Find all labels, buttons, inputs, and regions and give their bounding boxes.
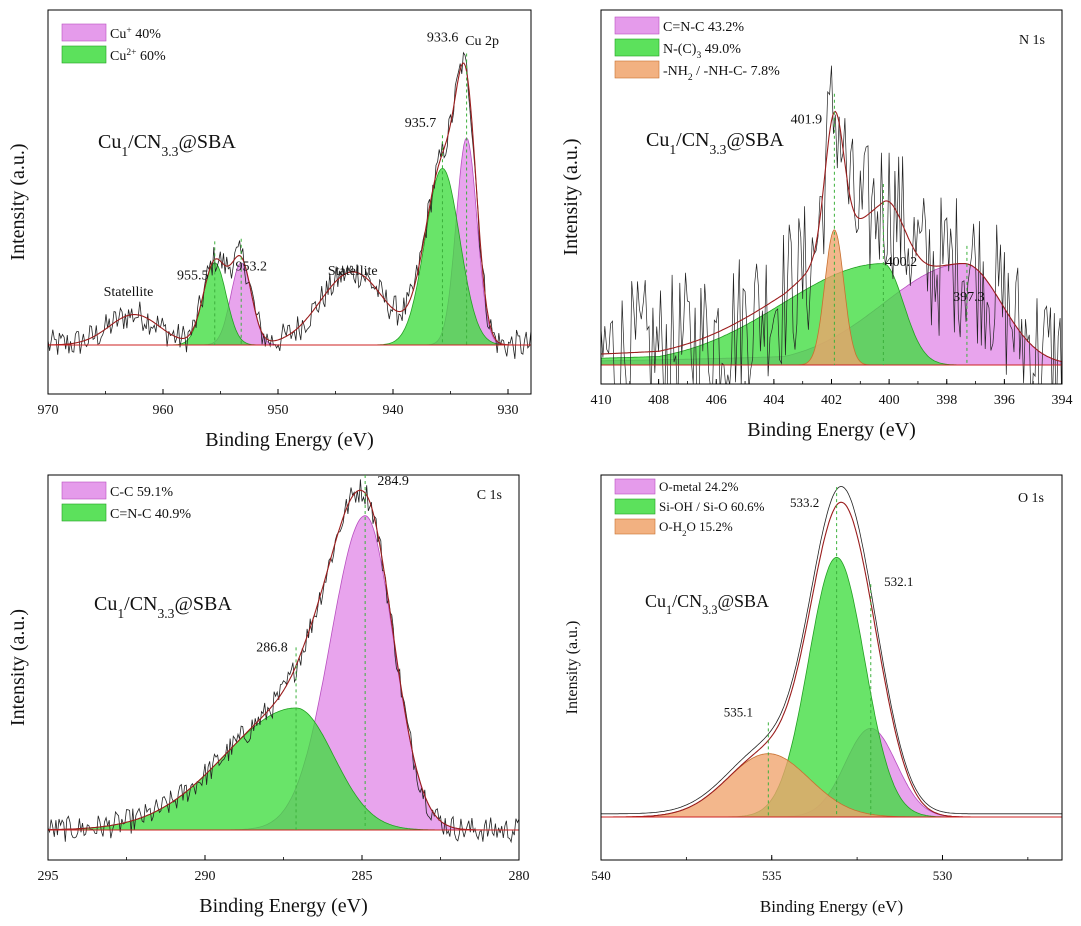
x-tick-label: 402 (821, 393, 842, 408)
x-tick-label: 950 (268, 403, 289, 418)
legend-swatch (614, 478, 656, 495)
fit-envelope-line (48, 62, 531, 346)
satellite-label: Statellite (328, 264, 378, 279)
series-area-c-n-c (48, 707, 519, 831)
legend-swatch (61, 23, 107, 42)
plot-area (48, 479, 519, 844)
sample-label: Cu1/CN3.3@SBA (94, 593, 232, 621)
legend-entry: Cu2+ 60% (110, 48, 166, 64)
y-axis-label: Intensity (a.u.) (560, 138, 582, 255)
y-axis-label: Intensity (a.u.) (564, 621, 581, 715)
plot-frame (47, 9, 532, 395)
raw-data-line (48, 479, 519, 844)
x-tick-label: 960 (153, 403, 174, 418)
raw-data-line (601, 486, 1062, 815)
plot-frame (600, 474, 1063, 861)
raw-data-line (601, 65, 1062, 384)
chart-cu2p: 970 960 950 940 930 Binding Energy (eV) Intens… (7, 9, 532, 451)
x-axis-label: Binding Energy (eV) (205, 429, 374, 451)
x-tick-label: 930 (498, 403, 519, 418)
x-tick-label: 406 (706, 393, 727, 408)
plot-area (601, 486, 1062, 818)
peak-label: 284.9 (377, 474, 409, 489)
peak-label: 286.8 (256, 640, 288, 655)
x-tick-label: 408 (648, 393, 669, 408)
legend-swatch (61, 481, 107, 500)
peak-label: 535.1 (724, 704, 753, 719)
fit-envelope-line (48, 489, 519, 831)
chart-o1s: 540 535 530 Binding Energy (eV) Intensity (a… (564, 474, 1063, 916)
x-tick-label: 295 (38, 869, 59, 884)
x-axis-label: Binding Energy (eV) (747, 419, 916, 441)
sample-label: Cu1/CN3.3@SBA (98, 131, 236, 159)
peak-label: 935.7 (405, 116, 437, 131)
legend-swatch (614, 16, 660, 35)
x-tick-label: 530 (933, 868, 953, 883)
series-area-si-oh-si-o (601, 556, 1062, 818)
y-axis-label: Intensity (a.u.) (7, 609, 29, 726)
x-tick-label: 410 (591, 393, 612, 408)
sample-label: Cu1/CN3.3@SBA (646, 129, 784, 157)
chart-title: Cu 2p (465, 34, 499, 49)
chart-title: C 1s (477, 488, 502, 503)
satellite-label: Statellite (104, 285, 154, 300)
x-tick-label: 394 (1052, 393, 1073, 408)
peak-label: 933.6 (427, 30, 459, 45)
y-axis-label: Intensity (a.u.) (7, 143, 29, 260)
legend-swatch (614, 60, 660, 79)
chart-n1s: 410 408 406 404 402 400 398 396 394 Binding Energ… (560, 9, 1073, 441)
chart-title: O 1s (1018, 491, 1044, 506)
peak-label: 955.5 (177, 268, 209, 283)
legend-entry: C=N-C 43.2% (663, 20, 744, 35)
peak-label: 400.2 (886, 255, 918, 270)
x-tick-label: 396 (994, 393, 1015, 408)
legend-entry: O-H2O 15.2% (659, 519, 733, 538)
raw-data-line (48, 51, 531, 359)
legend-swatch (614, 518, 656, 535)
legend-entry: N-(C)3 49.0% (663, 42, 741, 61)
plot-area (48, 51, 531, 359)
legend-entry: C-C 59.1% (110, 485, 173, 500)
x-tick-label: 398 (936, 393, 957, 408)
legend-swatch (61, 503, 107, 522)
peak-label: 533.2 (790, 495, 819, 510)
x-tick-label: 285 (352, 869, 373, 884)
plot-area (601, 65, 1062, 384)
legend-entry: C=N-C 40.9% (110, 507, 191, 522)
legend-swatch (614, 38, 660, 57)
peak-label: 953.2 (235, 260, 267, 275)
x-tick-label: 540 (591, 868, 611, 883)
x-tick-label: 940 (383, 403, 404, 418)
legend-entry: Si-OH / Si-O 60.6% (659, 499, 765, 514)
x-tick-label: 970 (38, 403, 59, 418)
sample-label: Cu1/CN3.3@SBA (645, 591, 769, 617)
x-tick-label: 404 (763, 393, 784, 408)
x-tick-label: 280 (509, 869, 530, 884)
chart-title: N 1s (1019, 33, 1045, 48)
legend-swatch (614, 498, 656, 515)
peak-label: 397.3 (953, 290, 985, 305)
x-axis-label: Binding Energy (eV) (199, 895, 368, 917)
legend-swatch (61, 45, 107, 64)
legend-entry: -NH2 / -NH-C- 7.8% (663, 64, 780, 83)
peak-label: 532.1 (884, 574, 913, 589)
legend-entry: Cu+ 40% (110, 26, 161, 42)
x-tick-label: 290 (195, 869, 216, 884)
x-tick-label: 535 (762, 868, 782, 883)
chart-c1s: 295 290 285 280 Binding Energy (eV) Intensity… (7, 474, 530, 917)
fit-envelope-line (601, 110, 1062, 363)
legend-entry: O-metal 24.2% (659, 479, 739, 494)
x-tick-label: 400 (879, 393, 900, 408)
peak-label: 401.9 (791, 113, 823, 128)
x-axis-label: Binding Energy (eV) (760, 897, 903, 916)
